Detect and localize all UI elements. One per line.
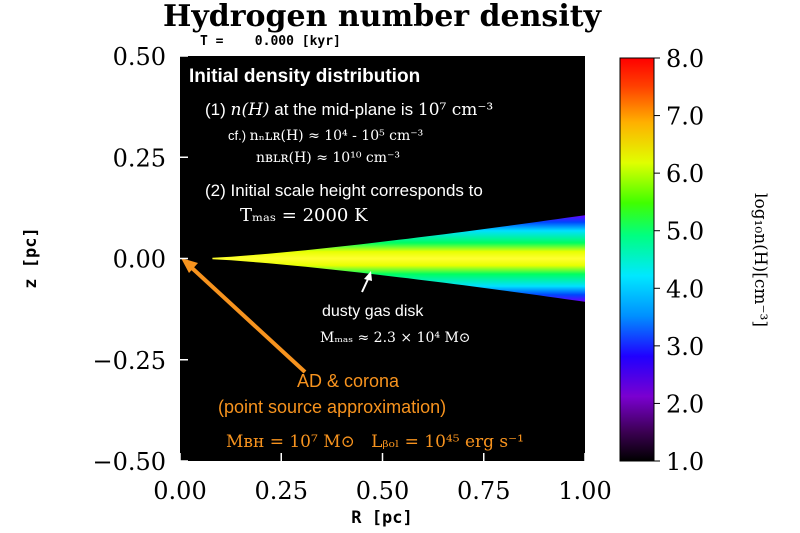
item2-line1: (2) Initial scale height corresponds to xyxy=(205,181,483,200)
x-tick-label: 0.00 xyxy=(153,477,206,505)
y-tick-label: 0.00 xyxy=(113,246,166,274)
gas-disk xyxy=(212,215,585,302)
colorbar-tick-label: 8.0 xyxy=(666,45,704,73)
item1-prefix: (1) xyxy=(205,100,231,119)
colorbar-tick-label: 2.0 xyxy=(666,390,704,418)
y-tick-label: −0.25 xyxy=(92,347,166,375)
y-tick-label: 0.50 xyxy=(113,43,166,71)
source-line1: AD & corona xyxy=(297,371,400,391)
disk-mass: Mₘₐₛ ≈ 2.3 × 10⁴ M⊙ xyxy=(320,330,471,346)
bh-params: Mʙʜ = 10⁷ M⊙ Lᵦₒₗ = 10⁴⁵ erg s⁻¹ xyxy=(226,432,524,452)
y-tick-label: −0.50 xyxy=(92,448,166,476)
item1-math: n(H) xyxy=(231,100,270,120)
colorbar xyxy=(619,57,655,462)
x-tick-label: 0.50 xyxy=(356,477,409,505)
y-tick-label: 0.25 xyxy=(113,144,166,172)
item1-line: (1) n(H) at the mid-plane is 10⁷ cm⁻³ xyxy=(205,100,493,120)
chart-title: Hydrogen number density xyxy=(163,0,603,34)
source-arrow xyxy=(181,258,307,374)
colorbar-tick-label: 4.0 xyxy=(666,275,704,303)
item1-text: at the mid-plane is xyxy=(270,100,418,119)
source-line2: (point source approximation) xyxy=(218,397,446,417)
colorbar-tick-label: 5.0 xyxy=(666,218,704,246)
item1-value: 10⁷ cm⁻³ xyxy=(418,100,493,120)
x-axis-label: R [pc] xyxy=(351,508,412,528)
box-title: Initial density distribution xyxy=(189,66,420,87)
chart-subtitle: T = 0.000 [kyr] xyxy=(200,34,341,49)
nlr-text: nₙʟʀ(H) ≈ 10⁴ - 10⁵ cm⁻³ xyxy=(250,128,424,144)
item2-line2: Tₘₐₛ = 2000 K xyxy=(240,205,368,226)
blr-text: nʙʟʀ(H) ≈ 10¹⁰ cm⁻³ xyxy=(256,150,400,166)
x-axis: 0.00 0.25 0.50 0.75 1.00 xyxy=(153,453,612,505)
colorbar-ticks: 8.0 7.0 6.0 5.0 4.0 3.0 2.0 1.0 xyxy=(654,45,704,476)
disk-label: dusty gas disk xyxy=(322,303,424,320)
x-tick-label: 1.00 xyxy=(558,477,611,505)
colorbar-label: log₁₀n(H)[cm⁻³] xyxy=(750,193,770,327)
y-axis-label: z [pc] xyxy=(21,227,41,288)
x-tick-label: 0.75 xyxy=(457,477,510,505)
colorbar-tick-label: 6.0 xyxy=(666,160,704,188)
colorbar-tick-label: 3.0 xyxy=(666,333,704,361)
cf-label: cf.) xyxy=(228,128,250,143)
colorbar-tick-label: 7.0 xyxy=(666,103,704,131)
colorbar-tick-label: 1.0 xyxy=(666,448,704,476)
cf-line: cf.) nₙʟʀ(H) ≈ 10⁴ - 10⁵ cm⁻³ xyxy=(228,128,423,144)
x-tick-label: 0.25 xyxy=(255,477,308,505)
y-axis: 0.50 0.25 0.00 −0.25 −0.50 xyxy=(92,43,188,476)
disk-arrow xyxy=(361,271,372,293)
